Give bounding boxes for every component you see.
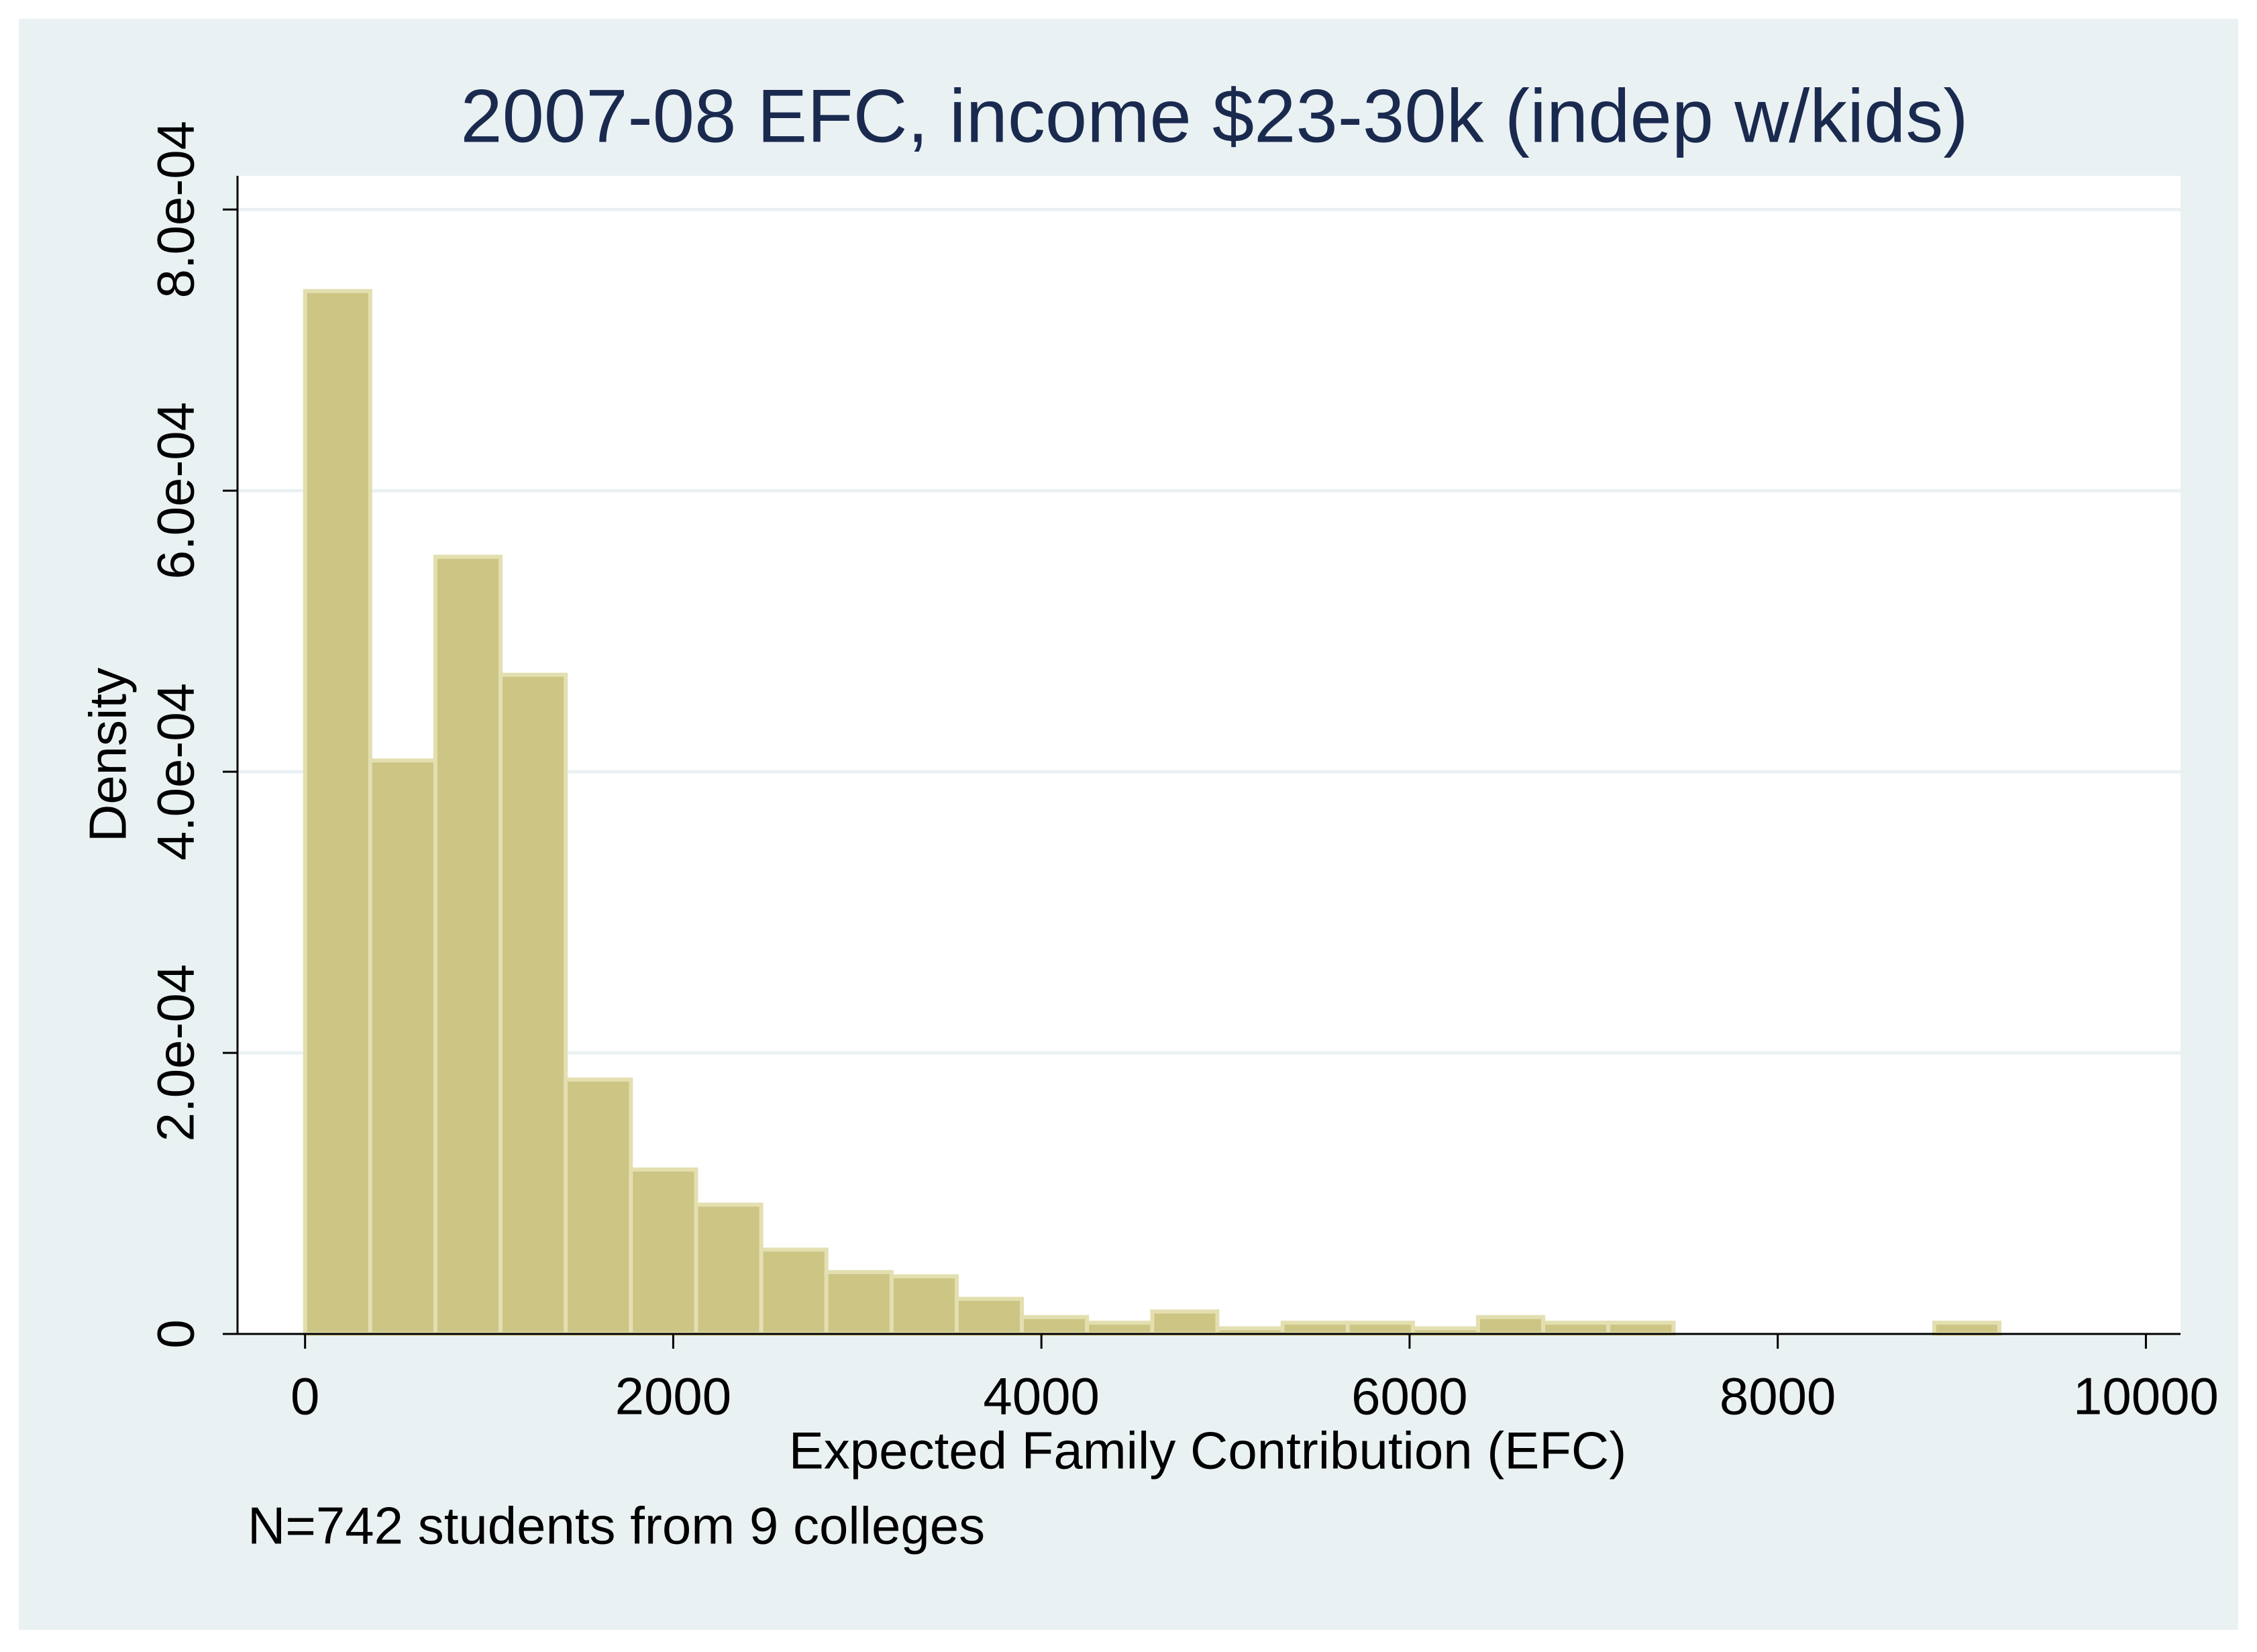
- y-axis-title: Density: [78, 668, 138, 842]
- note: N=742 students from 9 colleges: [248, 1496, 985, 1555]
- y-tick-label: 8.0e-04: [146, 121, 205, 299]
- bar: [824, 1270, 894, 1337]
- y-tick-label: 6.0e-04: [146, 402, 205, 580]
- bar: [889, 1274, 959, 1336]
- bar: [759, 1247, 829, 1337]
- bar: [1280, 1321, 1350, 1336]
- bar: [1085, 1321, 1155, 1336]
- y-tick-label: 2.0e-04: [146, 964, 205, 1142]
- bar: [564, 1077, 633, 1336]
- bar: [1020, 1314, 1090, 1337]
- bar: [694, 1202, 764, 1336]
- x-tick-label: 2000: [615, 1367, 732, 1426]
- y-tick-label: 0: [146, 1319, 205, 1348]
- bar: [368, 758, 437, 1336]
- x-tick-label: 4000: [983, 1367, 1100, 1426]
- x-tick-label: 8000: [1720, 1367, 1836, 1426]
- bar: [303, 289, 372, 1337]
- bar: [498, 672, 568, 1336]
- bar: [433, 554, 503, 1336]
- y-tick-label: 4.0e-04: [146, 683, 205, 861]
- bar: [1541, 1321, 1611, 1336]
- chart-title: 2007-08 EFC, income $23-30k (indep w/kid…: [460, 74, 1968, 158]
- bar: [1150, 1309, 1220, 1337]
- bar: [1345, 1321, 1415, 1336]
- x-tick-label: 10000: [2073, 1367, 2219, 1426]
- bar: [954, 1296, 1025, 1337]
- x-tick-label: 0: [291, 1367, 319, 1426]
- bar: [1475, 1314, 1546, 1337]
- bar: [1606, 1321, 1676, 1336]
- x-axis-title: Expected Family Contribution (EFC): [789, 1421, 1626, 1480]
- bar: [1932, 1321, 2002, 1336]
- x-tick-label: 6000: [1351, 1367, 1468, 1426]
- bar: [629, 1167, 698, 1337]
